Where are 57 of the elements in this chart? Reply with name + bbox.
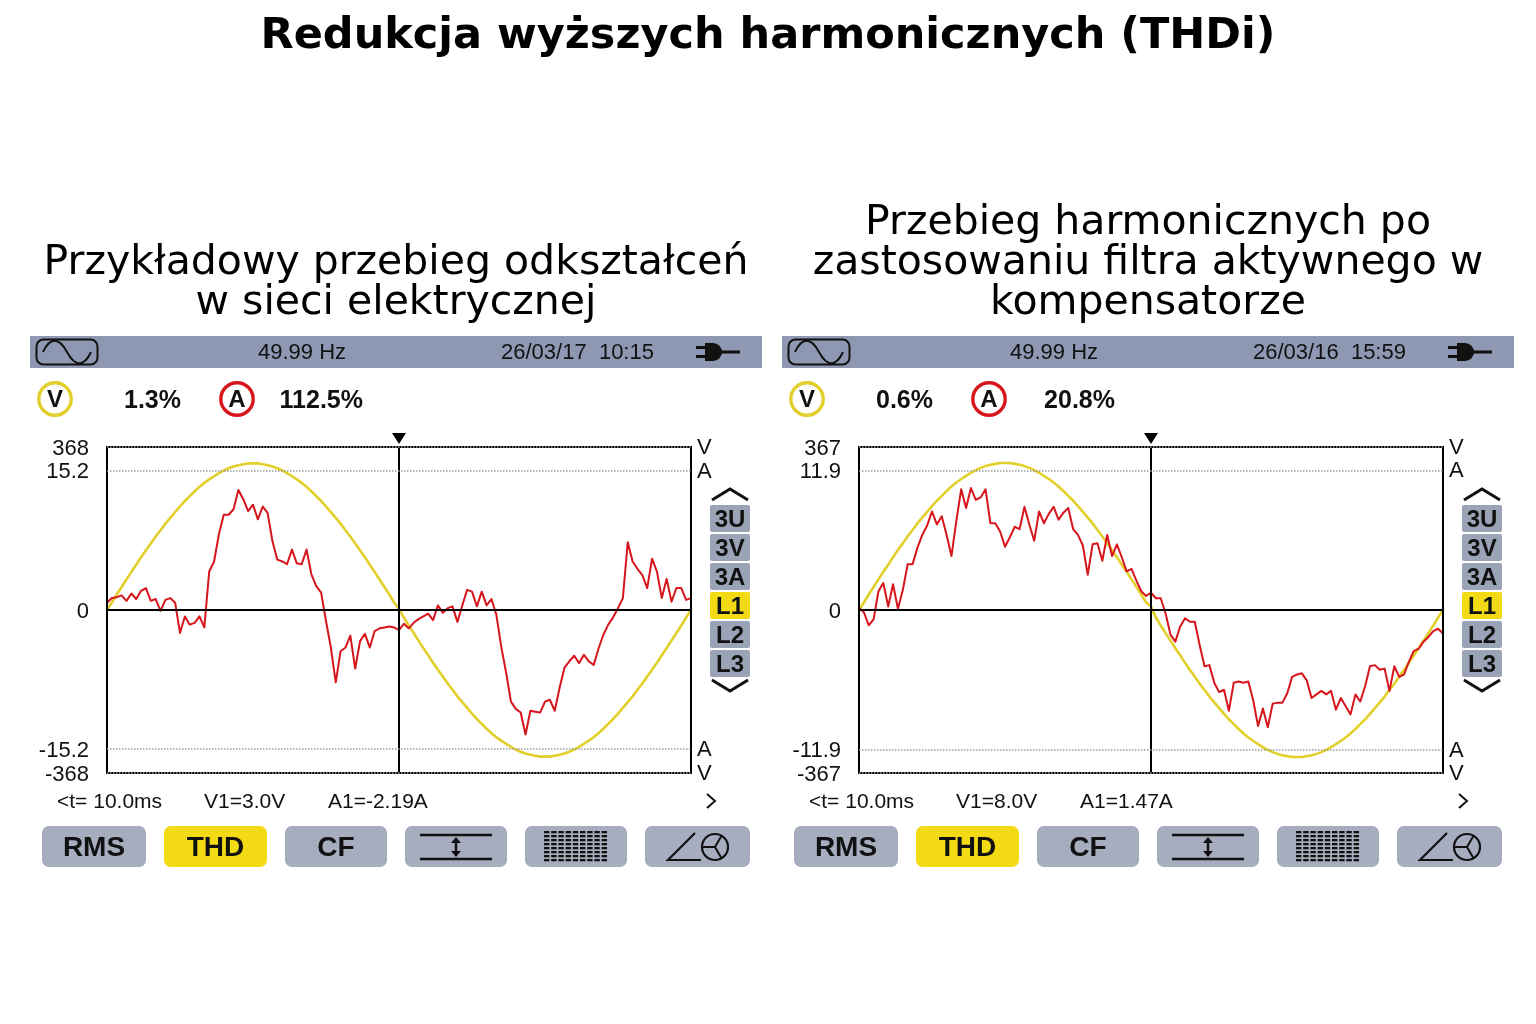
button: 3V <box>1462 534 1502 561</box>
button: L3 <box>710 650 750 677</box>
button: L1 <box>710 592 750 619</box>
button: CF <box>1037 826 1139 867</box>
y2-tick-label: 15.2 <box>46 458 89 484</box>
chart-subtitle: Przebieg harmonicznych po zastosowaniu filtra aktywnego w kompensatorze <box>811 196 1485 324</box>
button: 3A <box>710 563 750 590</box>
text: A1=1.47A <box>1080 788 1173 814</box>
text: 49.99 Hz <box>1008 338 1100 366</box>
button: L1 <box>1462 592 1502 619</box>
text: 112.5% <box>278 384 363 415</box>
text: A <box>697 736 712 763</box>
button: RMS <box>794 826 898 867</box>
y-tick-label: 367 <box>804 434 841 460</box>
y-tick-label: -368 <box>44 760 89 786</box>
text: A1=-2.19A <box>328 788 428 814</box>
line-series <box>858 487 1444 729</box>
button: 3V <box>710 534 750 561</box>
text: <t= 10.0ms <box>809 788 915 814</box>
text: A <box>697 457 712 484</box>
button: 3U <box>1462 505 1502 532</box>
line-series <box>106 489 692 736</box>
text: V <box>697 760 712 786</box>
chart-subtitle: Przykładowy przebieg odkształceń w sieci elektrycznej <box>42 236 750 324</box>
button: THD <box>916 826 1019 867</box>
button: 3U <box>710 505 750 532</box>
y-tick-label: 0 <box>828 597 841 623</box>
text: V1=8.0V <box>956 788 1038 814</box>
text: 1.3% <box>123 384 181 415</box>
text: V <box>1449 760 1464 786</box>
text: 49.99 Hz <box>256 338 348 366</box>
y2-tick-label: -11.9 <box>792 737 841 763</box>
button: THD <box>164 826 267 867</box>
button: L2 <box>1462 621 1502 648</box>
chart-title: Redukcja wyższych harmonicznych (THDi) <box>259 8 1277 58</box>
text: V <box>697 434 712 460</box>
text: A <box>1449 457 1464 484</box>
text: V1=3.0V <box>204 788 286 814</box>
line-series <box>105 462 693 758</box>
y2-tick-label: 11.9 <box>799 457 841 483</box>
line-series <box>857 461 1445 759</box>
text: 26/03/16 15:59 <box>1252 338 1407 366</box>
button: CF <box>285 826 387 867</box>
text: 26/03/17 10:15 <box>500 338 655 366</box>
y-tick-label: 0 <box>76 597 89 623</box>
text: 20.8% <box>1043 384 1115 415</box>
text: <t= 10.0ms <box>57 788 163 814</box>
button: L3 <box>1462 650 1502 677</box>
button: 3A <box>1462 563 1502 590</box>
button: RMS <box>42 826 146 867</box>
y2-tick-label: -15.2 <box>38 736 89 762</box>
y-tick-label: 368 <box>52 434 89 460</box>
text: 0.6% <box>875 384 933 415</box>
text: V <box>1449 434 1464 460</box>
button: L2 <box>710 621 750 648</box>
text: A <box>1449 736 1464 763</box>
y-tick-label: -367 <box>796 760 841 786</box>
